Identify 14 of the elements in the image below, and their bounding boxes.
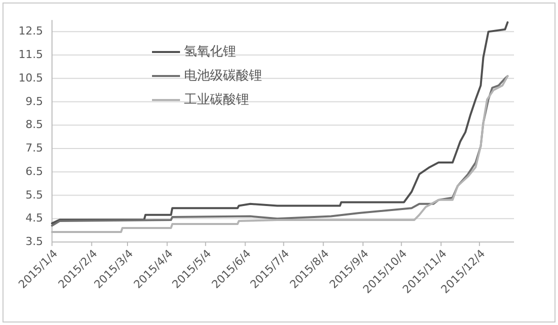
y-tick-label: 8.5 — [26, 118, 43, 132]
legend-label: 工业碳酸锂 — [184, 92, 249, 108]
y-tick-label: 9.5 — [26, 94, 43, 108]
y-tick-label: 11.5 — [18, 48, 43, 62]
y-tick-label: 10.5 — [18, 71, 43, 84]
y-tick-label: 5.5 — [26, 188, 43, 202]
y-tick-label: 4.5 — [26, 212, 43, 225]
y-tick-label: 6.5 — [26, 164, 43, 178]
y-tick-label: 12.5 — [18, 24, 43, 38]
legend-label: 电池级碳酸锂 — [184, 68, 262, 84]
y-tick-label: 7.5 — [26, 142, 43, 155]
legend-label: 氢氧化锂 — [184, 44, 236, 60]
line-series — [51, 21, 509, 224]
y-tick-label: 3.5 — [26, 235, 43, 248]
